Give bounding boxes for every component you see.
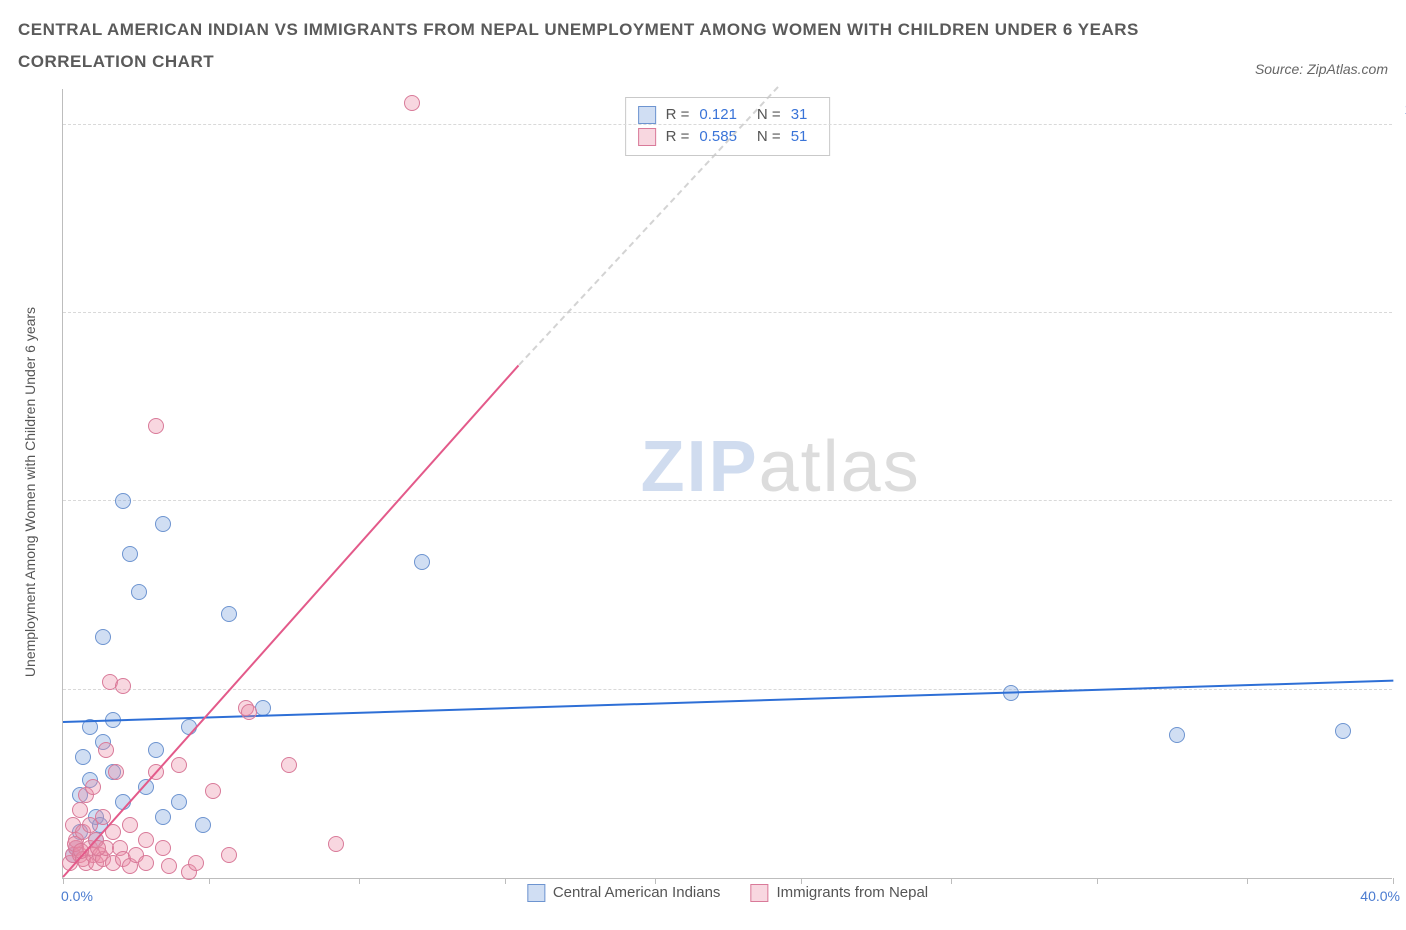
- stats-r-label: R =: [666, 126, 690, 149]
- gridline: [63, 124, 1392, 125]
- x-tick: [359, 878, 360, 884]
- data-point: [85, 779, 101, 795]
- title-line-2: CORRELATION CHART: [18, 46, 1255, 78]
- stats-r-label: R =: [666, 104, 690, 127]
- stats-row-2: R = 0.585 N = 51: [638, 126, 818, 149]
- x-tick: [1393, 878, 1394, 884]
- y-axis-label: Unemployment Among Women with Children U…: [22, 307, 38, 677]
- data-point: [404, 95, 420, 111]
- x-tick-label-max: 40.0%: [1360, 888, 1400, 904]
- chart-header: CENTRAL AMERICAN INDIAN VS IMMIGRANTS FR…: [18, 14, 1388, 79]
- data-point: [108, 764, 124, 780]
- data-point: [148, 418, 164, 434]
- data-point: [195, 817, 211, 833]
- x-tick: [655, 878, 656, 884]
- legend-item-2: Immigrants from Nepal: [750, 884, 928, 902]
- legend-label-2: Immigrants from Nepal: [776, 884, 928, 901]
- data-point: [281, 757, 297, 773]
- data-point: [122, 817, 138, 833]
- data-point: [205, 783, 221, 799]
- data-point: [138, 855, 154, 871]
- data-point: [414, 554, 430, 570]
- stats-box: R = 0.121 N = 31 R = 0.585 N = 51: [625, 97, 831, 156]
- data-point: [161, 858, 177, 874]
- x-tick: [1247, 878, 1248, 884]
- x-tick: [209, 878, 210, 884]
- x-tick: [1097, 878, 1098, 884]
- stats-r-value-1: 0.121: [699, 104, 737, 127]
- data-point: [95, 629, 111, 645]
- data-point: [155, 809, 171, 825]
- data-point: [148, 742, 164, 758]
- chart-container: Unemployment Among Women with Children U…: [48, 89, 1388, 879]
- stats-swatch-1: [638, 106, 656, 124]
- stats-row-1: R = 0.121 N = 31: [638, 104, 818, 127]
- stats-swatch-2: [638, 128, 656, 146]
- data-point: [131, 584, 147, 600]
- x-tick: [505, 878, 506, 884]
- watermark-zip: ZIP: [641, 427, 759, 507]
- data-point: [115, 493, 131, 509]
- data-point: [241, 704, 257, 720]
- plot-area: ZIPatlas R = 0.121 N = 31 R = 0.585 N = …: [62, 89, 1392, 879]
- data-point: [1335, 723, 1351, 739]
- x-tick-label-min: 0.0%: [61, 888, 93, 904]
- stats-n-value-1: 31: [791, 104, 808, 127]
- legend-swatch-2: [750, 884, 768, 902]
- data-point: [188, 855, 204, 871]
- gridline: [63, 500, 1392, 501]
- title-line-1: CENTRAL AMERICAN INDIAN VS IMMIGRANTS FR…: [18, 14, 1255, 46]
- watermark: ZIPatlas: [641, 426, 921, 508]
- gridline: [63, 312, 1392, 313]
- watermark-atlas: atlas: [759, 427, 921, 507]
- stats-n-label: N =: [757, 126, 781, 149]
- x-tick: [801, 878, 802, 884]
- data-point: [328, 836, 344, 852]
- title-block: CENTRAL AMERICAN INDIAN VS IMMIGRANTS FR…: [18, 14, 1255, 79]
- data-point: [72, 802, 88, 818]
- data-point: [155, 840, 171, 856]
- legend-item-1: Central American Indians: [527, 884, 721, 902]
- data-point: [171, 794, 187, 810]
- legend: Central American Indians Immigrants from…: [527, 884, 928, 902]
- data-point: [98, 742, 114, 758]
- x-tick: [63, 878, 64, 884]
- data-point: [221, 606, 237, 622]
- data-point: [1169, 727, 1185, 743]
- data-point: [171, 757, 187, 773]
- data-point: [115, 678, 131, 694]
- trend-line: [62, 364, 519, 877]
- legend-label-1: Central American Indians: [553, 884, 721, 901]
- stats-n-value-2: 51: [791, 126, 808, 149]
- data-point: [122, 546, 138, 562]
- gridline: [63, 689, 1392, 690]
- data-point: [138, 832, 154, 848]
- data-point: [75, 749, 91, 765]
- data-point: [221, 847, 237, 863]
- source-label: Source: ZipAtlas.com: [1255, 61, 1388, 79]
- x-tick: [951, 878, 952, 884]
- data-point: [155, 516, 171, 532]
- legend-swatch-1: [527, 884, 545, 902]
